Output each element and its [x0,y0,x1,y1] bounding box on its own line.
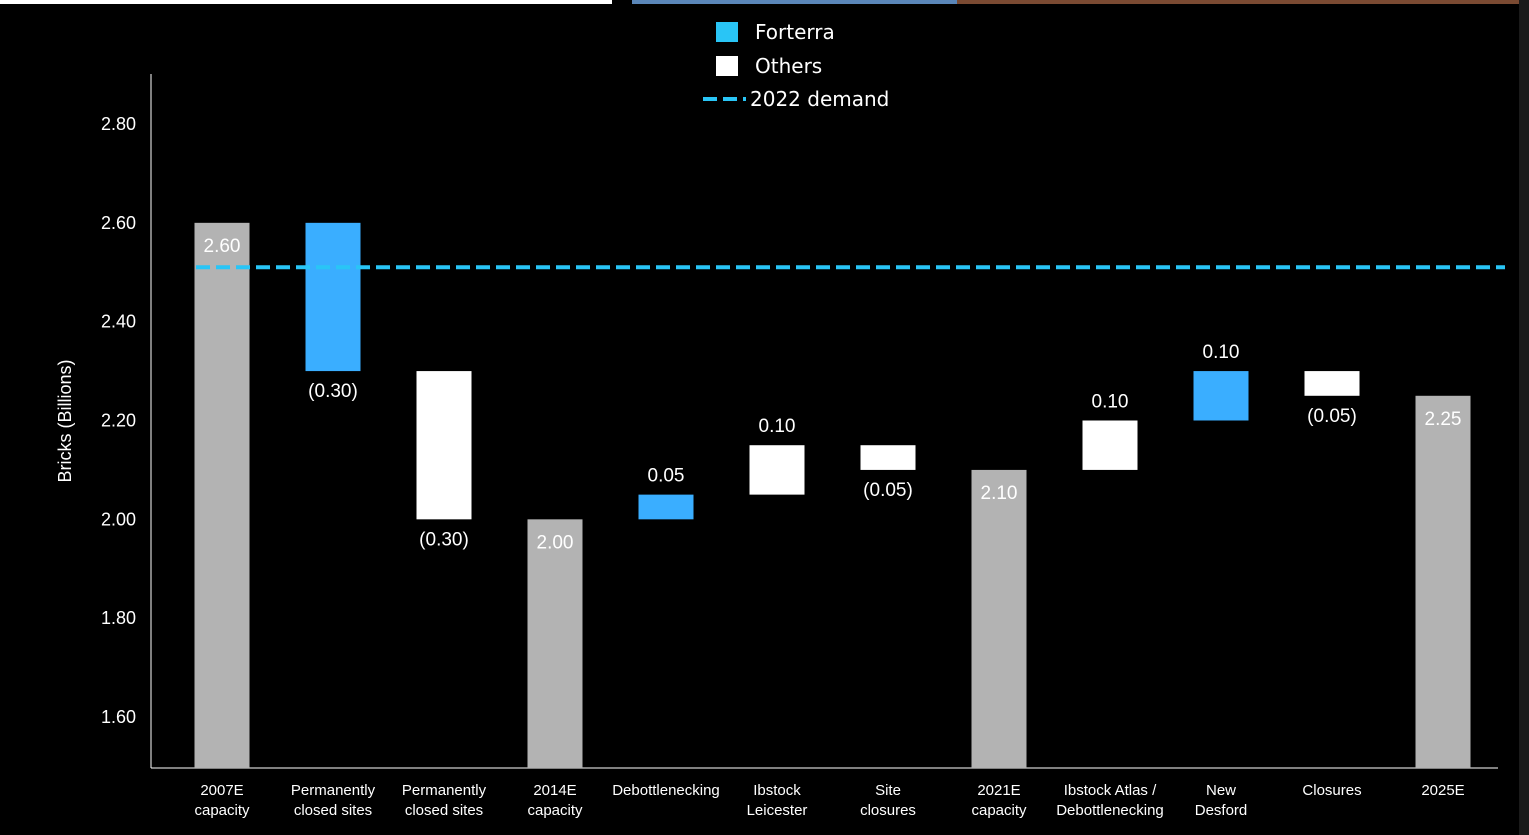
top-photo-strip-brick [957,0,1529,4]
category-label: Ibstock Atlas / [1064,782,1157,799]
bar-others [749,445,805,495]
data-label: 0.10 [759,416,796,437]
category-label: New [1206,782,1236,799]
y-axis-title: Bricks (Billions) [55,359,75,482]
category-label: 2007E [200,782,243,799]
category-label: capacity [527,802,583,819]
bar-others [860,445,916,470]
legend-swatch-others [716,56,738,76]
data-label: 2.25 [1425,409,1462,430]
data-label: 0.05 [648,466,685,487]
y-tick-label: 2.60 [101,213,136,233]
category-label: 2014E [533,782,576,799]
bar-others [1304,371,1360,396]
category-label: Permanently [291,782,376,799]
bar-forterra [638,494,694,520]
category-label: 2021E [977,782,1020,799]
category-label: closed sites [405,802,483,819]
right-photo-strip [1519,0,1529,835]
data-label: 0.10 [1092,392,1129,413]
category-label-group: 2007E capacity Permanently closed sites Perm… [194,782,1464,819]
legend: Forterra Others 2022 demand [703,20,889,111]
data-label: 2.60 [204,236,241,257]
data-label: (0.30) [419,529,469,550]
data-label-group: 2.60 (0.30) (0.30) 2.00 0.05 0.10 (0.05) 2.10 0.… [204,236,1462,553]
data-label: (0.30) [308,381,358,402]
data-label: 0.10 [1203,342,1240,363]
y-tick-label: 1.80 [101,608,136,628]
bar-total [527,519,583,768]
bar-total [1415,395,1471,768]
bar-total [194,222,250,769]
category-label: Debottlenecking [612,782,720,799]
bar-others [1082,420,1138,470]
y-tick-label: 1.60 [101,707,136,727]
top-photo-strip-blue [632,0,957,4]
category-label: Ibstock [753,782,801,799]
top-left-white-strip [0,0,612,4]
data-label: 2.10 [981,483,1018,504]
category-label: Debottlenecking [1056,802,1164,819]
data-label: 2.00 [537,532,574,553]
y-tick-label: 2.80 [101,114,136,134]
data-label: (0.05) [863,480,913,501]
legend-label-forterra: Forterra [755,20,835,44]
category-label: Leicester [747,802,808,819]
category-label: Closures [1302,782,1361,799]
bar-forterra [1193,371,1249,421]
legend-label-others: Others [755,54,822,78]
legend-label-demand: 2022 demand [750,87,889,111]
category-label: 2025E [1421,782,1464,799]
bar-forterra [305,222,361,372]
y-tick-group: 1.60 1.80 2.00 2.20 2.40 2.60 2.80 [101,114,136,727]
category-label: Desford [1195,802,1248,819]
category-label: capacity [194,802,250,819]
category-label: closures [860,802,916,819]
category-label: Site [875,782,901,799]
bar-total [971,469,1027,768]
bar-others [416,371,472,520]
legend-swatch-forterra [716,22,738,42]
y-tick-label: 2.20 [101,411,136,431]
bar-group [194,222,1471,769]
y-tick-label: 2.00 [101,509,136,529]
data-label: (0.05) [1307,406,1357,427]
category-label: Permanently [402,782,487,799]
category-label: closed sites [294,802,372,819]
category-label: capacity [971,802,1027,819]
y-tick-label: 2.40 [101,312,136,332]
